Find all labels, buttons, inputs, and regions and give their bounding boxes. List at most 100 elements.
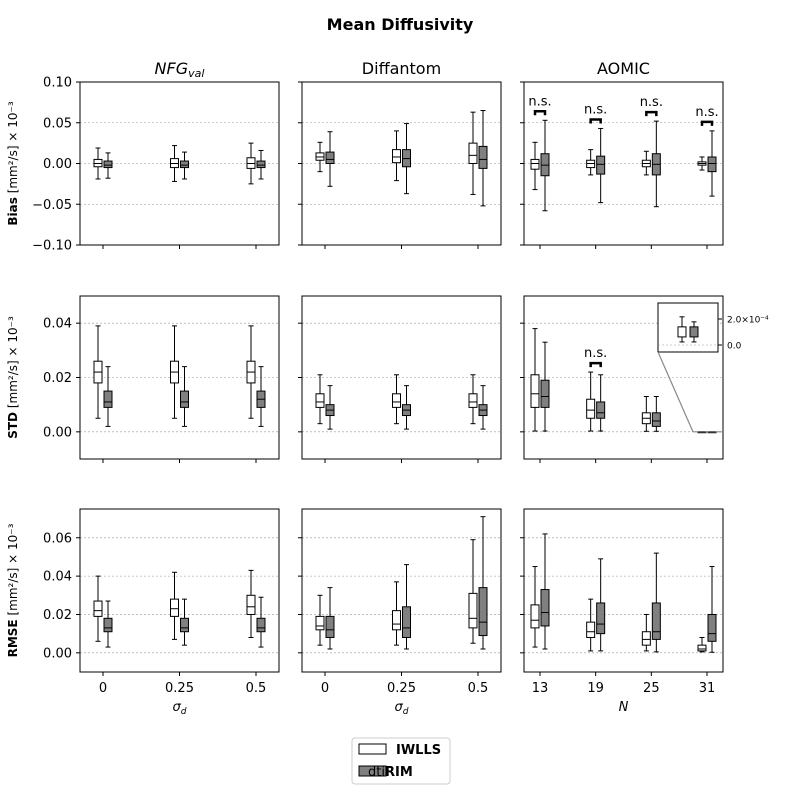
x-axis-label: σd xyxy=(395,700,409,717)
box-body xyxy=(651,602,661,640)
box-body xyxy=(315,393,325,408)
box-dtirim xyxy=(325,385,335,430)
box-iwlls xyxy=(697,636,707,653)
y-tick-label: 0.02 xyxy=(43,371,72,386)
x-tick-label: 0.5 xyxy=(468,681,489,696)
box-body xyxy=(402,606,411,638)
box-iwlls xyxy=(170,145,179,182)
box-body xyxy=(93,600,103,617)
box-body xyxy=(530,158,540,170)
box-dtirim xyxy=(540,119,550,212)
box-dtirim xyxy=(402,123,411,195)
box-iwlls xyxy=(641,613,651,652)
y-axis-label-bold: RMSE xyxy=(6,619,20,657)
axis-frame xyxy=(523,81,724,246)
box-body xyxy=(392,393,401,408)
box-dtirim xyxy=(540,533,550,650)
legend-swatch-dtirim xyxy=(358,765,387,777)
significance-bracket xyxy=(589,361,602,368)
box-dtirim xyxy=(402,564,411,650)
box-dtirim xyxy=(596,558,606,652)
x-tick-label: 0.25 xyxy=(165,681,194,696)
box-body xyxy=(468,592,478,629)
box-iwlls xyxy=(93,575,103,642)
box-body xyxy=(697,644,707,652)
x-tick-label: 0.5 xyxy=(246,681,267,696)
box-iwlls xyxy=(697,156,707,171)
box-dtirim xyxy=(103,366,113,427)
box-body xyxy=(586,398,596,419)
box-dtirim xyxy=(325,131,335,187)
y-tick-label: 0.00 xyxy=(43,646,72,661)
x-axis-label: σd xyxy=(173,700,187,717)
significance-label: n.s. xyxy=(528,94,551,109)
box-iwlls xyxy=(468,539,478,644)
box-body xyxy=(468,393,478,408)
box-iwlls xyxy=(530,566,540,648)
box-body xyxy=(651,412,661,427)
box-iwlls xyxy=(530,141,540,191)
axis-frame xyxy=(523,295,724,460)
box-body xyxy=(315,615,325,631)
box-body xyxy=(103,160,113,169)
inset-y-tick-label: 0.0 xyxy=(727,342,742,352)
box-iwlls xyxy=(315,374,325,425)
legend-label-dtirim: dtiRIM xyxy=(368,765,413,780)
inset-zoom: 2.0×10⁻⁴ 0.0 xyxy=(657,302,769,433)
box-body xyxy=(256,160,266,169)
box-dtirim xyxy=(540,341,550,432)
x-tick-label: 0.25 xyxy=(387,681,416,696)
box-iwlls xyxy=(392,374,401,425)
column-title: NFGval xyxy=(155,59,205,80)
box-iwlls xyxy=(586,149,596,176)
inset-box-body xyxy=(677,326,687,338)
box-dtirim xyxy=(180,598,189,646)
box-iwlls xyxy=(586,371,596,432)
figure-title: Mean Diffusivity xyxy=(327,15,474,34)
y-axis-label: STD [mm²/s] × 10⁻³ xyxy=(6,316,20,439)
inset-box-body xyxy=(689,326,699,338)
significance-bracket xyxy=(533,110,547,116)
inset-y-tick-label: 2.0×10⁻⁴ xyxy=(727,316,769,326)
box-iwlls xyxy=(246,569,256,638)
box-body xyxy=(180,617,189,633)
box-dtirim xyxy=(707,566,717,653)
panel-r0c2: n.s. n.s. n.s. n.s. AOMIC xyxy=(520,59,724,249)
y-tick-label: 0.00 xyxy=(43,425,72,440)
box-iwlls xyxy=(315,594,325,646)
box-body xyxy=(707,613,717,642)
box-body xyxy=(246,594,256,615)
box-dtirim xyxy=(180,366,189,427)
significance-bracket xyxy=(645,110,658,117)
inset-box-dtirim xyxy=(689,321,699,343)
column-title: Diffantom xyxy=(362,59,441,78)
panel-r2c2: 13 19 25 31 N xyxy=(520,508,724,715)
box-iwlls xyxy=(641,150,651,176)
box-body xyxy=(530,604,540,629)
y-tick-label: −0.10 xyxy=(32,239,72,254)
y-axis-label-units: [mm²/s] × 10⁻³ xyxy=(6,101,20,197)
box-body xyxy=(103,617,113,633)
box-dtirim xyxy=(103,600,113,648)
legend: IWLLS dtiRIM xyxy=(351,737,451,785)
box-body xyxy=(707,156,717,173)
box-body xyxy=(540,379,550,408)
box-iwlls xyxy=(246,142,256,185)
y-tick-label: 0.00 xyxy=(43,157,72,172)
panel-r0c1: Diffantom xyxy=(298,59,502,249)
box-dtirim xyxy=(256,596,266,648)
y-tick-label: 0.04 xyxy=(43,317,72,332)
panel-r2c1: 0 0.25 0.5 σd xyxy=(298,508,502,717)
box-iwlls xyxy=(586,598,596,652)
axis-frame xyxy=(523,508,724,673)
y-tick-label: 0.04 xyxy=(43,570,72,585)
y-axis-label-bold: STD xyxy=(6,412,20,439)
box-body xyxy=(530,374,540,408)
box-iwlls xyxy=(93,325,103,419)
box-body xyxy=(180,160,189,169)
y-tick-label: 0.06 xyxy=(43,531,72,546)
x-axis-label-sub: d xyxy=(403,707,409,717)
y-axis-label-bold: Bias xyxy=(6,197,20,226)
y-axis-label-units: [mm²/s] × 10⁻³ xyxy=(6,523,20,619)
